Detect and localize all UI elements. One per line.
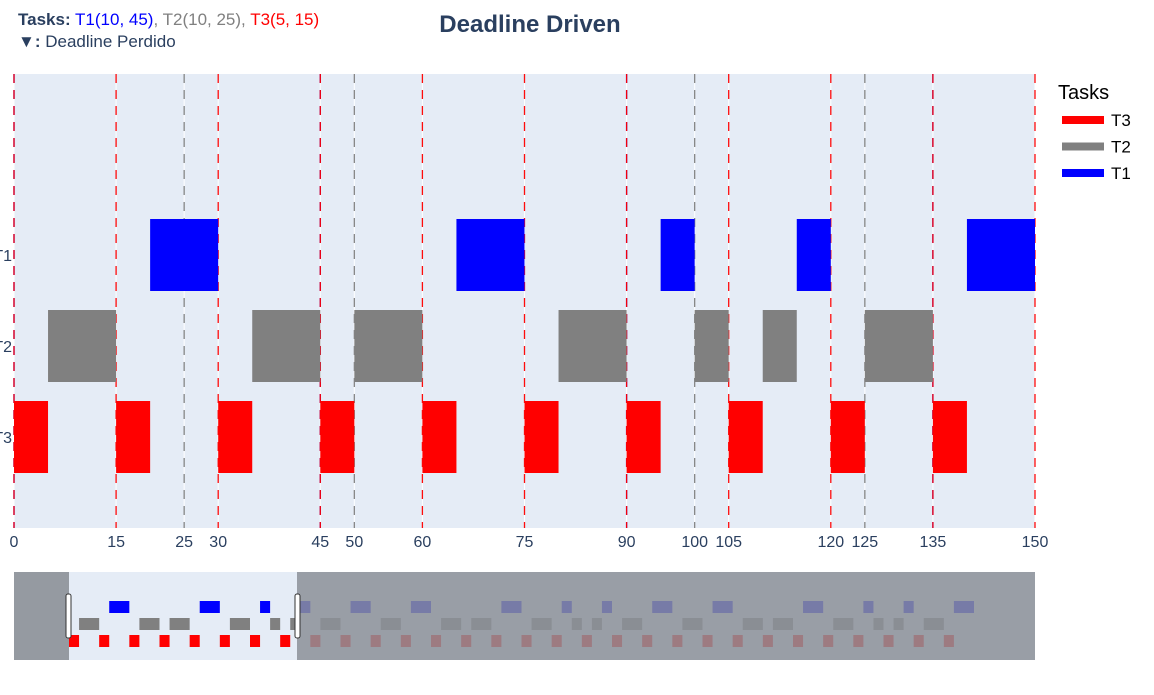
bar-t1[interactable]	[966, 219, 1035, 291]
bar-t3[interactable]	[320, 401, 355, 473]
rangeslider-bar-t2	[270, 618, 281, 630]
rangeslider-bar-t3	[129, 635, 140, 647]
missed-label: Deadline Perdido	[45, 32, 176, 51]
legend-label-t3[interactable]: T3	[1111, 111, 1131, 130]
bar-t2[interactable]	[558, 310, 627, 382]
task-t3-label: T3(5, 15)	[250, 10, 320, 29]
x-tick-label: 125	[851, 534, 878, 551]
rangeslider-bar-t2	[229, 618, 250, 630]
rangeslider-bar-t3	[189, 635, 200, 647]
rangeslider-bar-t1	[199, 601, 220, 613]
x-tick-label: 15	[107, 534, 125, 551]
chart-title: Deadline Driven	[439, 11, 621, 38]
separator: ,	[241, 10, 251, 29]
x-tick-label: 45	[311, 534, 329, 551]
rangeslider-handle-right[interactable]	[294, 593, 301, 639]
y-tick-label: T3	[0, 430, 12, 447]
rangeslider-bar-t3	[99, 635, 110, 647]
bar-t3[interactable]	[218, 401, 253, 473]
rangeslider-bar-t3	[280, 635, 291, 647]
bar-t3[interactable]	[626, 401, 661, 473]
rangeslider-bar-t3	[219, 635, 230, 647]
tasks-label: Tasks:	[18, 10, 71, 29]
legend-label-t2[interactable]: T2	[1111, 138, 1131, 157]
legend-swatch-t1[interactable]	[1062, 169, 1104, 177]
bar-t2[interactable]	[48, 310, 117, 382]
bar-t3[interactable]	[830, 401, 865, 473]
x-tick-label: 100	[681, 534, 708, 551]
rangeslider-mask-left	[14, 572, 69, 660]
bar-t3[interactable]	[524, 401, 559, 473]
x-tick-label: 105	[715, 534, 742, 551]
legend-swatch-t3[interactable]	[1062, 116, 1104, 124]
legend-label-t1[interactable]: T1	[1111, 164, 1131, 183]
bar-t2[interactable]	[762, 310, 797, 382]
rangeslider-mask-right	[297, 572, 1035, 660]
bar-t2[interactable]	[252, 310, 321, 382]
rangeslider-bar-t2	[79, 618, 100, 630]
bar-t3[interactable]	[422, 401, 457, 473]
bar-t3[interactable]	[116, 401, 151, 473]
rangeslider-bar-t1	[109, 601, 130, 613]
x-tick-label: 75	[516, 534, 534, 551]
rangeslider-bar-t1	[260, 601, 271, 613]
x-tick-label: 135	[920, 534, 947, 551]
legend-title: Tasks	[1058, 82, 1109, 104]
rangeslider-handle-left[interactable]	[65, 593, 72, 639]
rangeslider-bar-t3	[159, 635, 170, 647]
x-tick-label: 150	[1022, 534, 1049, 551]
y-tick-label: T2	[0, 339, 12, 356]
bar-t1[interactable]	[150, 219, 219, 291]
bar-t2[interactable]	[354, 310, 423, 382]
x-tick-label: 25	[175, 534, 193, 551]
task-info: Tasks: T1(10, 45), T2(10, 25), T3(5, 15)…	[18, 9, 319, 53]
rangeslider-bar-t3	[69, 635, 80, 647]
task-info-line: Tasks: T1(10, 45), T2(10, 25), T3(5, 15)	[18, 9, 319, 31]
x-tick-label: 30	[209, 534, 227, 551]
x-tick-label: 0	[10, 534, 19, 551]
x-tick-label: 50	[345, 534, 363, 551]
bar-t2[interactable]	[864, 310, 933, 382]
missed-deadline-line: ▼: Deadline Perdido	[18, 31, 319, 53]
bar-t3[interactable]	[728, 401, 763, 473]
separator: ,	[153, 10, 163, 29]
bar-t1[interactable]	[660, 219, 695, 291]
bar-t1[interactable]	[796, 219, 831, 291]
bar-t2[interactable]	[694, 310, 729, 382]
missed-symbol: ▼:	[18, 32, 41, 51]
y-tick-label: T1	[0, 248, 12, 265]
task-t1-label: T1(10, 45)	[75, 10, 154, 29]
x-tick-label: 60	[414, 534, 432, 551]
bar-t1[interactable]	[456, 219, 525, 291]
bar-t3[interactable]	[932, 401, 967, 473]
task-t2-label: T2(10, 25)	[162, 10, 242, 29]
rangeslider-bar-t2	[169, 618, 190, 630]
rangeslider-bar-t3	[250, 635, 261, 647]
rangeslider-bar-t2	[139, 618, 160, 630]
legend-swatch-t2[interactable]	[1062, 142, 1104, 151]
x-tick-label: 120	[817, 534, 844, 551]
bar-t3[interactable]	[14, 401, 49, 473]
x-tick-label: 90	[618, 534, 636, 551]
